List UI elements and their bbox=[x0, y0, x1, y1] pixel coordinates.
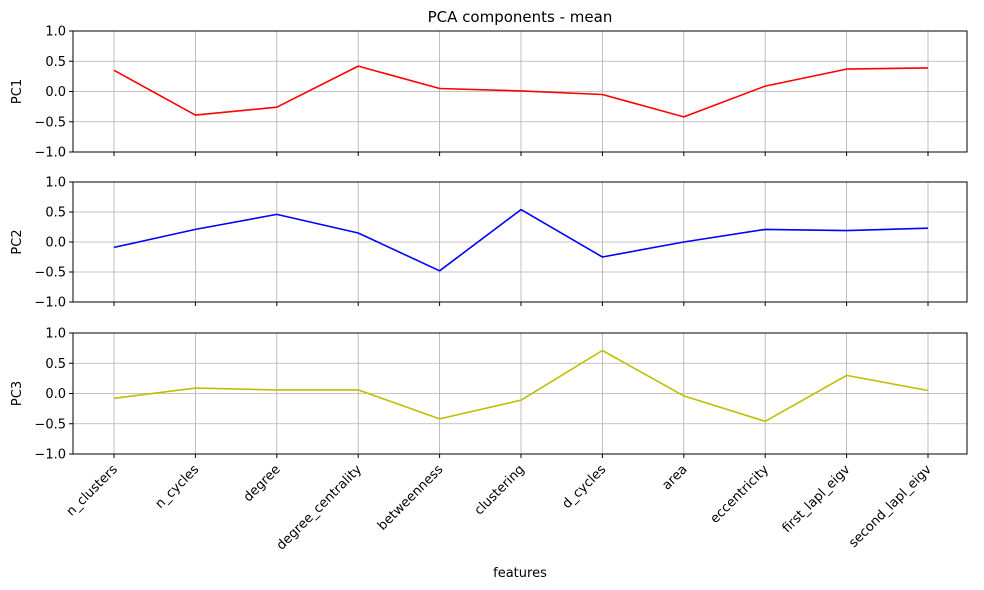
x-tick-label: n_clusters bbox=[64, 462, 121, 519]
x-tick-label: second_lapl_eigv bbox=[846, 462, 935, 551]
y-tick-label: 0.0 bbox=[45, 387, 66, 402]
y-tick-label: −0.5 bbox=[34, 115, 66, 130]
y-tick-label: −1.0 bbox=[34, 146, 66, 161]
y-tick-label: 0.5 bbox=[45, 206, 66, 221]
x-tick-label: n_cycles bbox=[153, 462, 203, 512]
subplot-pc2: 1.0 0.5 0.0 −0.5 −1.0 PC2 bbox=[10, 176, 968, 311]
y-tick-label: 1.0 bbox=[45, 327, 66, 342]
series-line-pc1 bbox=[113, 65, 929, 118]
series-line-pc3 bbox=[113, 349, 929, 423]
y-tick-label: −1.0 bbox=[34, 296, 66, 311]
subplot-pc1: 1.0 0.5 0.0 −0.5 −1.0 PC1 bbox=[10, 25, 968, 161]
x-tick-label: degree bbox=[241, 462, 284, 505]
y-tick-label: 0.5 bbox=[45, 55, 66, 70]
x-axis-label: features bbox=[493, 566, 547, 581]
y-tick-label: 1.0 bbox=[45, 176, 66, 191]
x-tick-label: first_lapl_eigv bbox=[780, 462, 854, 536]
y-tick-label: −0.5 bbox=[34, 266, 66, 281]
series-line-pc2 bbox=[113, 208, 929, 272]
y-tick-label: 0.0 bbox=[45, 85, 66, 100]
x-tick-labels: n_clusters n_cycles degreedegree_centralit… bbox=[64, 462, 935, 553]
x-tick-label: betweenness bbox=[375, 462, 447, 534]
y-axis-label: PC1 bbox=[10, 79, 25, 104]
y-axis-label: PC3 bbox=[10, 381, 25, 406]
y-tick-label: −1.0 bbox=[34, 448, 66, 463]
subplot-pc3: 1.0 0.5 0.0 −0.5 −1.0 PC3 bbox=[10, 327, 968, 463]
x-tick-label: clustering bbox=[472, 462, 528, 518]
y-tick-label: 0.5 bbox=[45, 357, 66, 372]
x-tick-label: eccentricity bbox=[708, 462, 773, 527]
y-axis-label: PC2 bbox=[10, 229, 25, 254]
y-tick-label: 1.0 bbox=[45, 25, 66, 40]
y-tick-label: −0.5 bbox=[34, 417, 66, 432]
x-tick-label: area bbox=[660, 462, 691, 493]
x-tick-label: d_cycles bbox=[560, 462, 610, 512]
y-tick-label: 0.0 bbox=[45, 236, 66, 251]
x-tick-label: degree_centrality bbox=[274, 462, 365, 553]
chart-title: PCA components - mean bbox=[428, 8, 613, 26]
